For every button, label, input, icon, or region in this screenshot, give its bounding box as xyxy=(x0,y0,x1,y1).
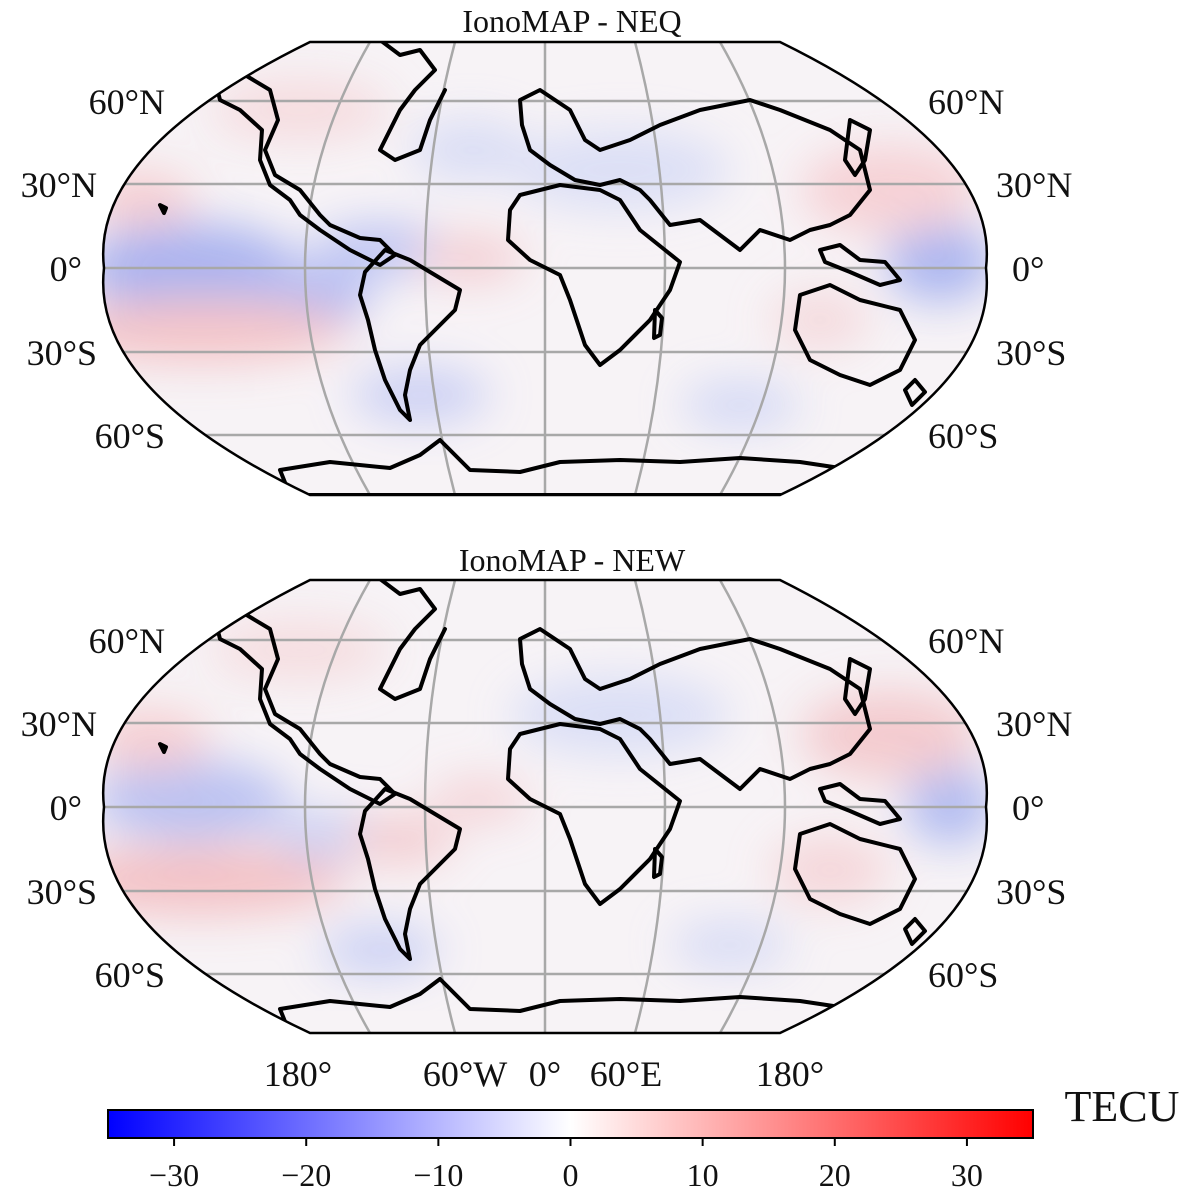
lat-label: 30°S xyxy=(996,872,1066,912)
colorbar-tick-label: 30 xyxy=(951,1157,983,1193)
tec-field xyxy=(103,42,987,495)
map-outline xyxy=(101,578,989,1035)
lat-label: 60°N xyxy=(89,621,165,661)
colorbar-ticks: −30 −20 −10 0 10 20 30 xyxy=(149,1138,983,1193)
lat-label: 0° xyxy=(1012,249,1044,289)
map-outline xyxy=(101,40,989,497)
lat-label: 30°N xyxy=(21,704,97,744)
map-panel-new: IonoMAP - NEW xyxy=(21,542,1073,1094)
lat-label: 0° xyxy=(50,249,82,289)
lat-label: 60°N xyxy=(89,82,165,122)
colorbar-tick-label: 20 xyxy=(819,1157,851,1193)
lon-label: 0° xyxy=(529,1054,561,1094)
lon-label: 60°E xyxy=(590,1054,662,1094)
map-panel-neq: IonoMAP - NEQ xyxy=(21,3,1072,497)
colorbar-tick-label: −20 xyxy=(281,1157,331,1193)
colorbar-gradient xyxy=(107,1109,1034,1139)
lat-label: 30°S xyxy=(27,333,97,373)
lat-label: 30°N xyxy=(996,165,1072,205)
lat-label: 30°S xyxy=(996,333,1066,373)
colorbar-tick-label: 0 xyxy=(563,1157,579,1193)
lon-label: 60°W xyxy=(423,1054,507,1094)
lat-label: 30°N xyxy=(996,704,1072,744)
colorbar-tick-label: −30 xyxy=(149,1157,199,1193)
colorbar-tick-label: 10 xyxy=(687,1157,719,1193)
lat-label: 60°S xyxy=(95,955,165,995)
lat-label: 0° xyxy=(50,788,82,828)
lat-label: 60°S xyxy=(928,416,998,456)
lat-label: 30°S xyxy=(27,872,97,912)
colorbar-tick-label: −10 xyxy=(413,1157,463,1193)
lat-label: 60°S xyxy=(928,955,998,995)
lat-labels-left: 60°N 30°N 0° 30°S 60°S xyxy=(21,621,165,995)
panel-title: IonoMAP - NEW xyxy=(459,542,686,578)
lat-labels-left: 60°N 30°N 0° 30°S 60°S xyxy=(21,82,165,456)
lon-label: 180° xyxy=(756,1054,824,1094)
lat-label: 0° xyxy=(1012,788,1044,828)
lat-labels-right: 60°N 30°N 0° 30°S 60°S xyxy=(928,82,1072,456)
lat-label: 60°S xyxy=(95,416,165,456)
lat-label: 60°N xyxy=(928,621,1004,661)
lat-labels-right: 60°N 30°N 0° 30°S 60°S xyxy=(928,621,1072,995)
lon-label: 180° xyxy=(264,1054,332,1094)
colorbar-label: TECU xyxy=(1065,1082,1180,1131)
lat-label: 60°N xyxy=(928,82,1004,122)
panel-title: IonoMAP - NEQ xyxy=(462,3,681,39)
lat-label: 30°N xyxy=(21,165,97,205)
colorbar: −30 −20 −10 0 10 20 30 TECU xyxy=(107,1082,1180,1193)
lon-labels: 180° 60°W 0° 60°E 180° xyxy=(264,1054,824,1094)
